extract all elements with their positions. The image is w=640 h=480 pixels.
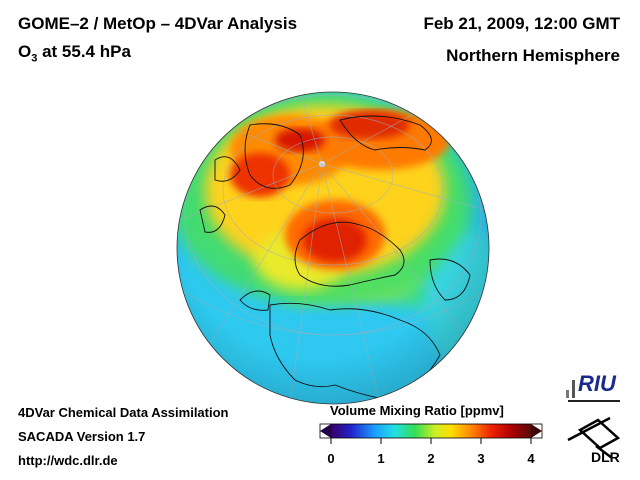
colorbar-tick-label: 0 xyxy=(327,451,335,466)
colorbar-tick-label: 2 xyxy=(427,451,435,466)
colorbar-title: Volume Mixing Ratio [ppmv] xyxy=(330,403,504,418)
dlr-logo-mark xyxy=(567,416,621,459)
colorbar-tick-label: 1 xyxy=(377,451,385,466)
colorbar-tick-label: 4 xyxy=(527,451,535,466)
credit-line-1: 4DVar Chemical Data Assimilation xyxy=(18,405,229,420)
dlr-logo-text: DLR xyxy=(591,449,620,465)
figure-title: GOME–2 / MetOp – 4DVar Analysis xyxy=(18,14,298,33)
riu-logo-text: RIU xyxy=(578,371,616,396)
colorbar-tick-label: 3 xyxy=(477,451,485,466)
credit-url: http://wdc.dlr.de xyxy=(18,453,118,468)
colorbar xyxy=(319,423,543,444)
credit-line-2: SACADA Version 1.7 xyxy=(18,429,146,444)
region-label: Northern Hemisphere xyxy=(446,46,620,65)
figure-subtitle: O3 at 55.4 hPa xyxy=(18,42,131,65)
riu-logo-mark xyxy=(566,380,620,402)
ozone-field xyxy=(177,92,489,404)
date-label: Feb 21, 2009, 12:00 GMT xyxy=(423,14,620,33)
